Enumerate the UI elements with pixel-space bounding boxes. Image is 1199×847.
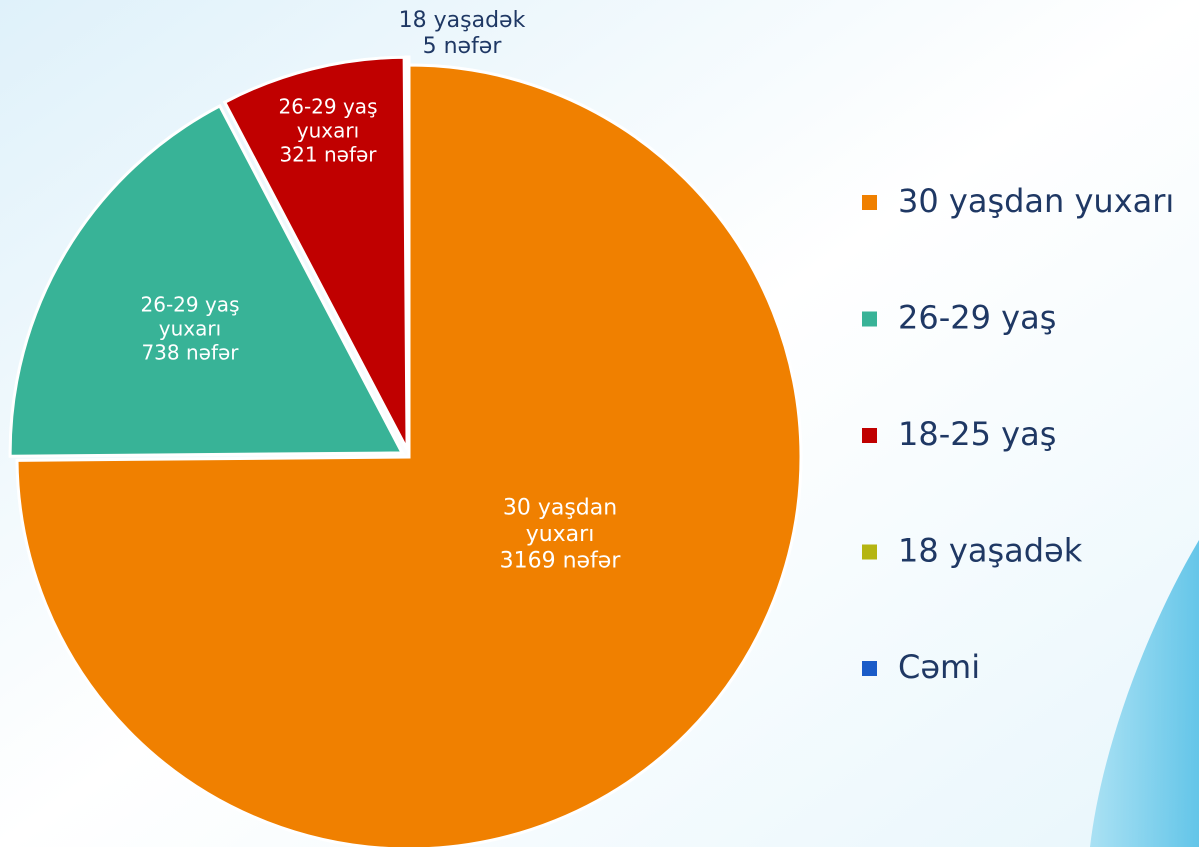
legend-label: 30 yaşdan yuxarı: [898, 182, 1174, 220]
data-label: 26-29 yaş: [141, 293, 240, 317]
legend-marker: [862, 311, 877, 327]
legend-label: 18 yaşadək: [898, 532, 1083, 570]
data-label: 3169 nəfər: [500, 548, 622, 573]
data-label: 321 nəfər: [279, 143, 377, 167]
data-label: 5 nəfər: [423, 34, 503, 59]
legend-marker: [862, 544, 877, 560]
pie-slice: [8, 103, 405, 458]
data-label: 18 yaşadək: [399, 8, 526, 33]
data-label: 30 yaşdan: [503, 496, 617, 521]
legend-marker: [862, 661, 877, 676]
data-label: 738 nəfər: [141, 341, 239, 365]
legend-marker: [862, 195, 877, 210]
legend-label: Cəmi: [898, 648, 980, 686]
data-label: yuxarı: [526, 522, 595, 547]
decoration: [1090, 540, 1199, 847]
data-label: 26-29 yaş: [279, 95, 378, 119]
pie-slice: [15, 63, 803, 847]
pie-slice: [222, 55, 409, 450]
legend-label: 26-29 yaş: [898, 299, 1056, 337]
pie-slice: [404, 55, 411, 450]
legend-marker: [862, 428, 877, 443]
legend-label: 18-25 yaş: [898, 415, 1056, 453]
data-label: yuxarı: [297, 119, 359, 143]
data-label: yuxarı: [159, 317, 221, 341]
